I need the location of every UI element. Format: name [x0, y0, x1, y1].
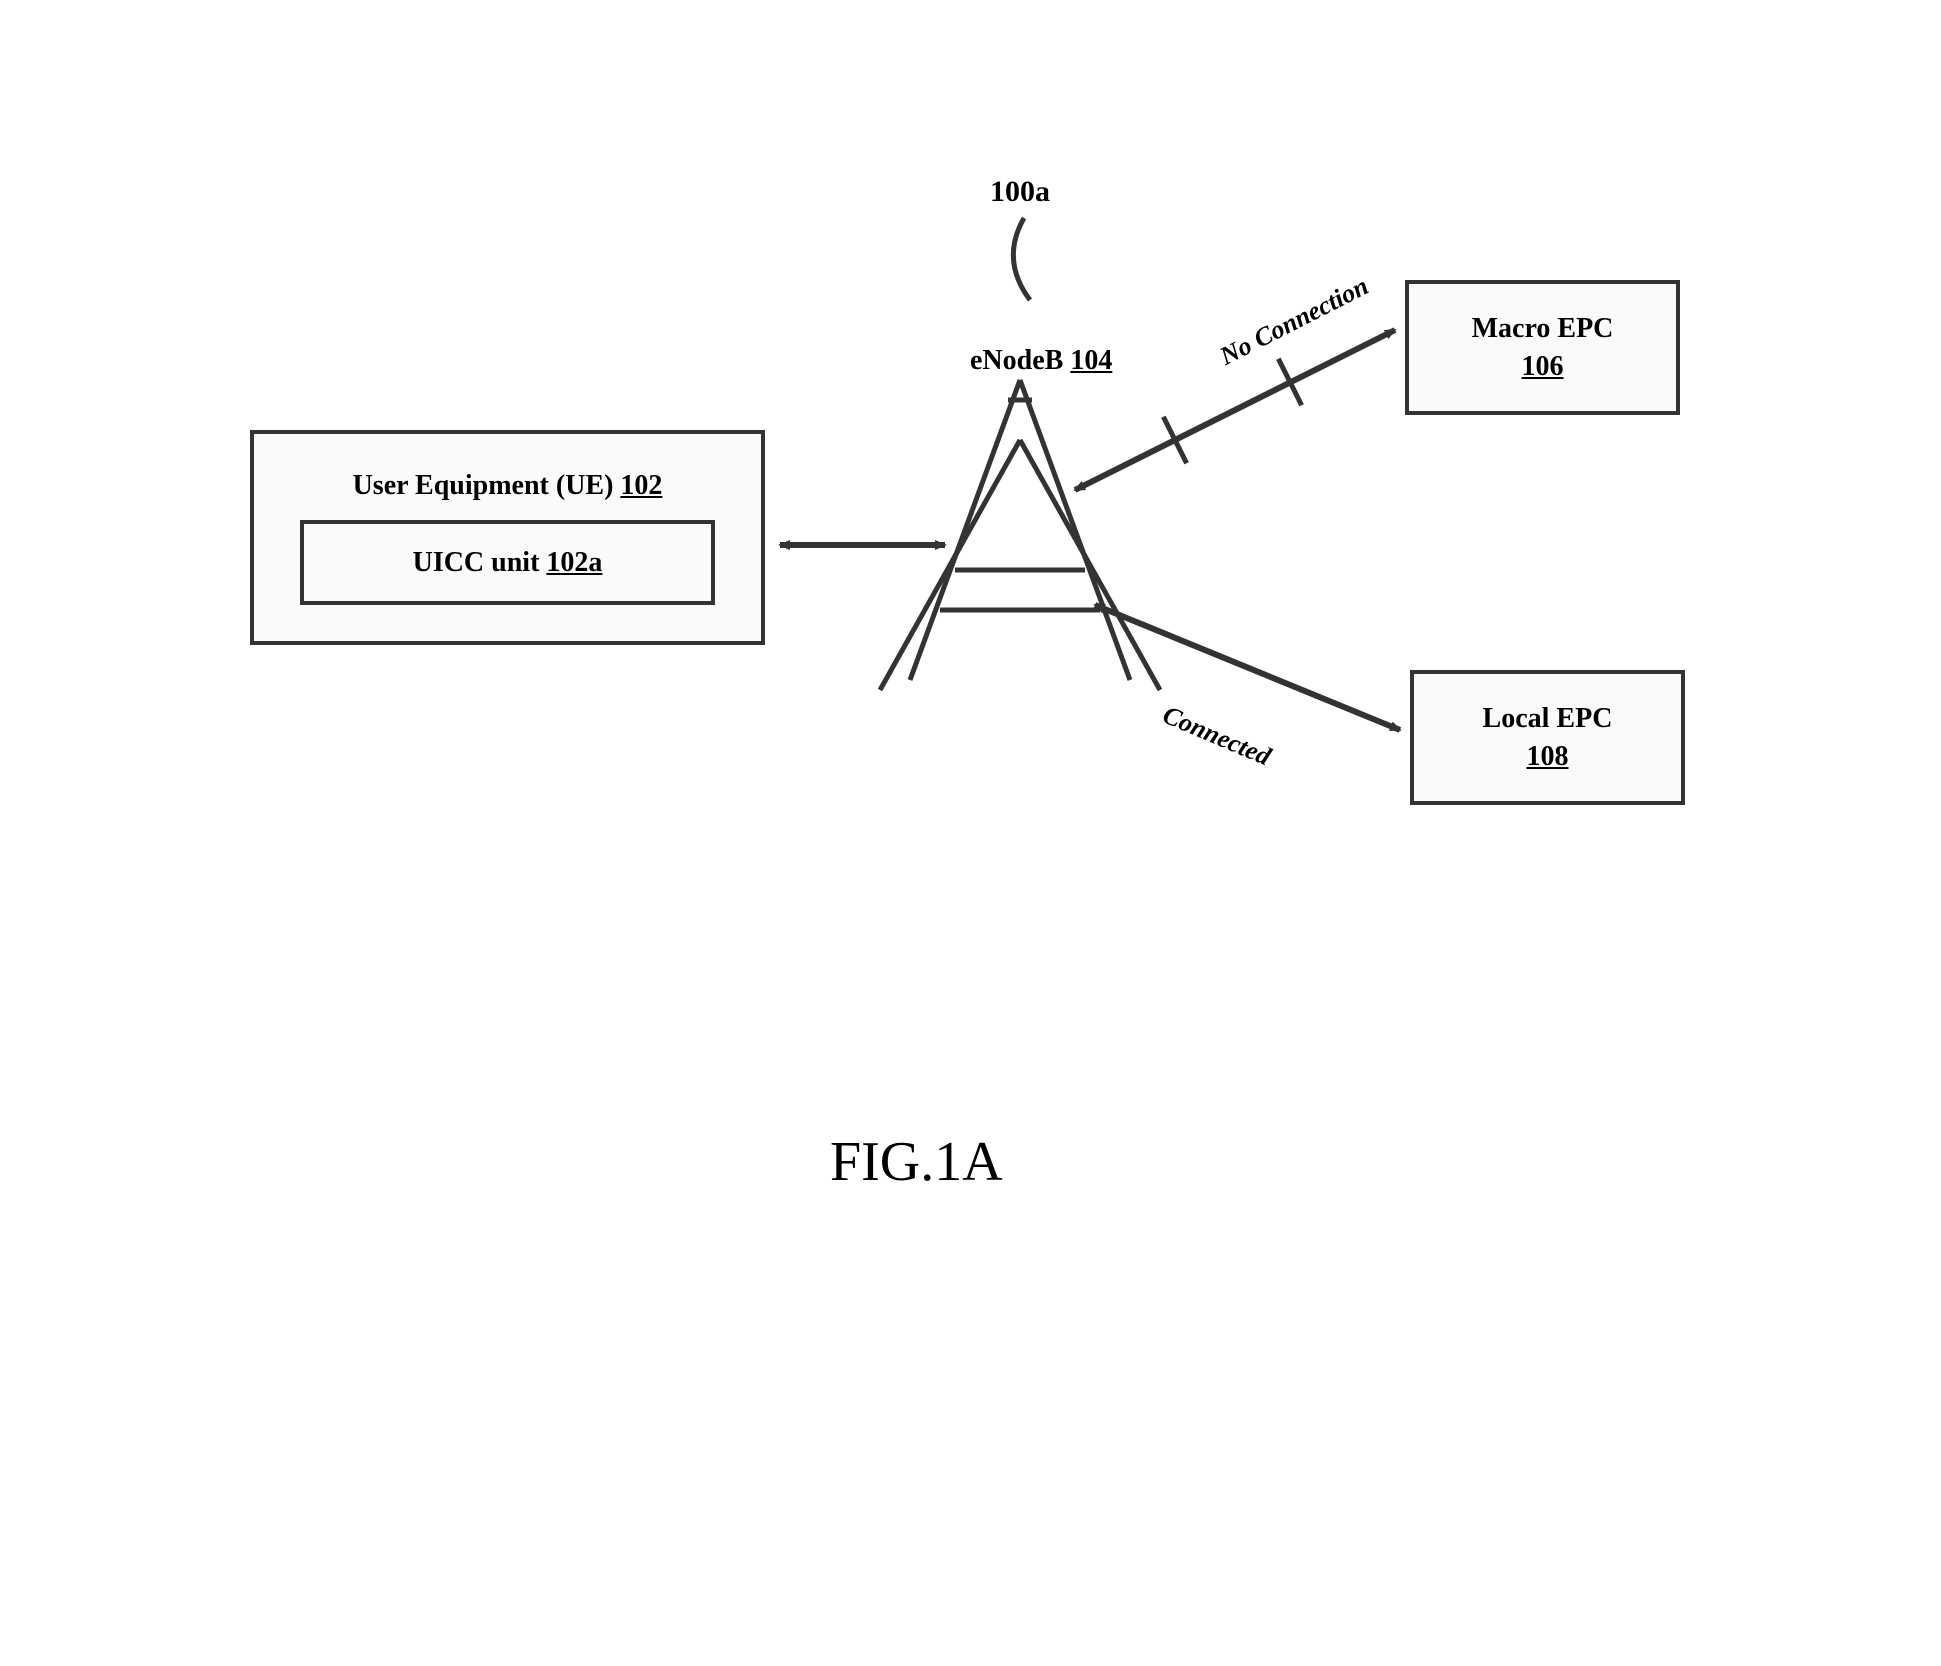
- svg-layer: [0, 0, 1941, 1666]
- diagram-container: 100a eNodeB 104 User Equipment (UE) 102 …: [0, 0, 1941, 1666]
- figure-label: FIG.1A: [830, 1130, 1003, 1194]
